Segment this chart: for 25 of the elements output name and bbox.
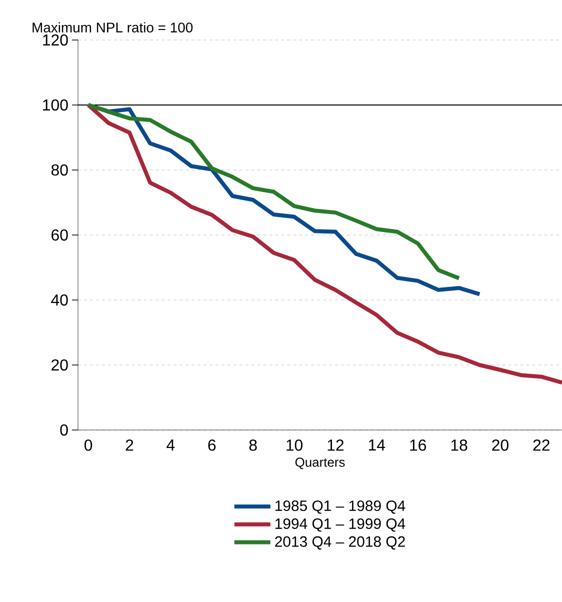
- y-tick-label: 60: [52, 229, 68, 241]
- x-tick-label: 0: [84, 440, 92, 451]
- x-tick-label: 18: [451, 440, 468, 451]
- x-tick-label: 2: [126, 440, 134, 451]
- y-tick-label: 100: [43, 99, 68, 111]
- x-tick-label: 10: [286, 440, 302, 451]
- x-tick-label: 16: [410, 440, 426, 451]
- x-tick-label: 12: [328, 440, 344, 451]
- x-tick-label: 20: [492, 440, 508, 451]
- line-series: [86, 102, 562, 385]
- x-tick-label: 6: [208, 440, 216, 451]
- x-tick-label: 4: [166, 440, 175, 450]
- x-tick-label: 14: [369, 440, 386, 450]
- legend-label: 1994 Q1 – 1999 Q4: [276, 518, 406, 532]
- x-axis-title: Quarters: [295, 458, 345, 470]
- y-tick-label: 80: [51, 164, 68, 176]
- y-tick-label: 120: [43, 34, 68, 46]
- y-tick-label: 40: [51, 294, 68, 306]
- x-tick-label: 22: [533, 440, 550, 451]
- y-axis-title: Maximum NPL ratio = 100: [32, 22, 193, 32]
- y-tick-label: 0: [60, 424, 68, 436]
- y-tick-label: 20: [52, 359, 68, 371]
- legend-label: 1985 Q1 – 1989 Q4: [276, 500, 406, 514]
- x-tick-label: 8: [249, 440, 257, 451]
- legend-label: 2013 Q4 – 2018 Q2: [275, 536, 405, 550]
